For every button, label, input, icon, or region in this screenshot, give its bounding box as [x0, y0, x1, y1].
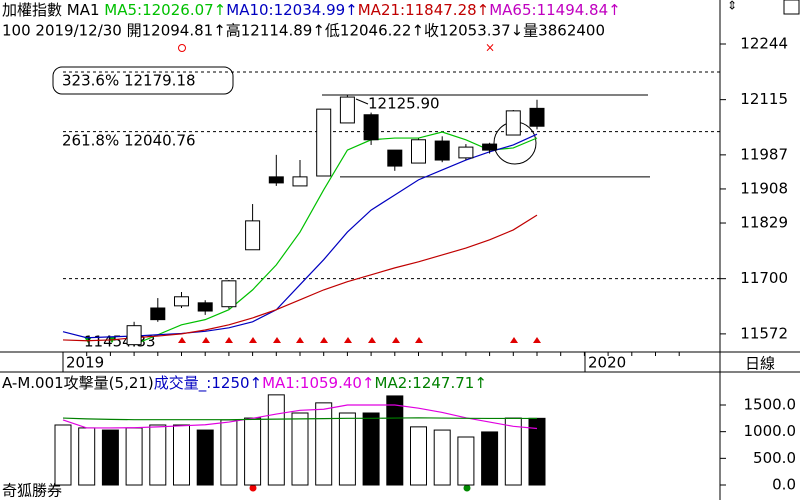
candle-body — [411, 139, 426, 164]
volume-bar — [173, 424, 190, 486]
volume-signal — [463, 484, 471, 492]
annotation-box — [52, 66, 234, 95]
volume-header-part: MA2:1247.71↑ — [375, 374, 487, 392]
y-tick-label: 1500.0 — [744, 395, 797, 413]
volume-header-part: MA1:1059.40↑ — [262, 374, 374, 392]
volume-bar — [78, 427, 96, 486]
header-line-part: MA10:12034.99↑ — [226, 1, 357, 19]
volume-bar — [338, 412, 356, 486]
header-line-part: MA65:11494.84↑ — [489, 1, 620, 19]
header-line-part: MA21:11847.28↑ — [358, 1, 489, 19]
y-tick-label: 11572 — [740, 324, 788, 342]
ma-line — [62, 133, 538, 339]
candle-body — [434, 140, 450, 161]
volume-header-part: 成交量_:1250↑ — [154, 374, 262, 393]
volume-bar — [410, 426, 427, 486]
annotation: 323.6% 12179.18 — [62, 72, 196, 90]
header-line: 加權指數 MA1 MA5:12026.07↑MA10:12034.99↑MA21… — [2, 1, 621, 19]
volume-bar — [54, 424, 72, 486]
period-label: 日線 — [745, 355, 775, 373]
y-tick-label: 11700 — [740, 269, 788, 287]
candle-body — [150, 307, 166, 321]
x-tick-label: 2020 — [588, 354, 626, 372]
y-tick-label: 0.0 — [772, 476, 796, 494]
volume-bar — [457, 436, 475, 486]
volume-header: A-M.001攻擊量(5,21)成交量_:1250↑MA1:1059.40↑MA… — [2, 374, 487, 393]
volume-bar — [149, 424, 167, 486]
candle-body — [221, 280, 237, 308]
volume-bar — [220, 419, 238, 486]
y-tick-label: 12115 — [740, 90, 788, 108]
ma-line — [62, 417, 538, 421]
candle-body — [292, 176, 308, 187]
quote-line: 100 2019/12/30 開12094.81↑高12114.89↑低1204… — [2, 22, 605, 40]
annotation: 12125.90 — [368, 95, 440, 113]
candle-body — [505, 110, 521, 136]
y-tick-label: 500.0 — [753, 449, 796, 467]
volume-bar — [291, 412, 309, 486]
volume-bar — [386, 395, 404, 486]
candle-body — [316, 108, 332, 177]
y-tick-label: 11829 — [740, 214, 788, 232]
resize-icon[interactable]: ⇕ — [727, 0, 737, 13]
volume-header-part: A-M.001攻擊量(5,21) — [2, 374, 154, 392]
volume-bar — [267, 394, 285, 486]
candle-body — [458, 146, 474, 159]
volume-bar — [315, 402, 333, 486]
volume-bar — [125, 427, 143, 486]
volume-bar — [481, 431, 499, 486]
ma-line — [133, 131, 538, 346]
y-tick-label: 12244 — [740, 35, 788, 53]
candle-body — [482, 143, 498, 151]
brand: 奇狐勝券 — [2, 482, 62, 500]
x-tick-label: 2019 — [66, 354, 104, 372]
header-line-part: MA5:12026.07↑ — [104, 1, 226, 19]
scroll-button[interactable] — [783, 0, 800, 15]
candle-body — [126, 325, 142, 346]
candle-body — [245, 220, 261, 251]
signal-marker: × — [485, 41, 495, 55]
annotation: 261.8% 12040.76 — [62, 132, 196, 150]
volume-bar — [244, 417, 262, 486]
volume-bar — [101, 429, 119, 486]
volume-bar — [196, 429, 214, 486]
candle-body — [363, 114, 379, 141]
y-tick-label: 1000.0 — [744, 422, 797, 440]
candle-body — [174, 296, 189, 307]
annotation-pointer — [355, 98, 369, 105]
ma-line — [62, 214, 538, 342]
y-tick-label: 11987 — [740, 145, 788, 163]
signal-marker — [178, 44, 186, 52]
ma-line — [62, 404, 538, 430]
header-line-part: 加權指數 MA1 — [2, 1, 104, 19]
candle-body — [339, 96, 355, 124]
y-tick-label: 11908 — [740, 179, 788, 197]
volume-bar — [504, 417, 522, 486]
candle-body — [529, 107, 545, 127]
candle-body — [387, 149, 403, 167]
volume-bar — [362, 412, 380, 486]
volume-signal — [249, 484, 257, 492]
candle-body — [268, 176, 284, 184]
candle-body — [197, 302, 213, 312]
volume-bar — [433, 429, 451, 486]
